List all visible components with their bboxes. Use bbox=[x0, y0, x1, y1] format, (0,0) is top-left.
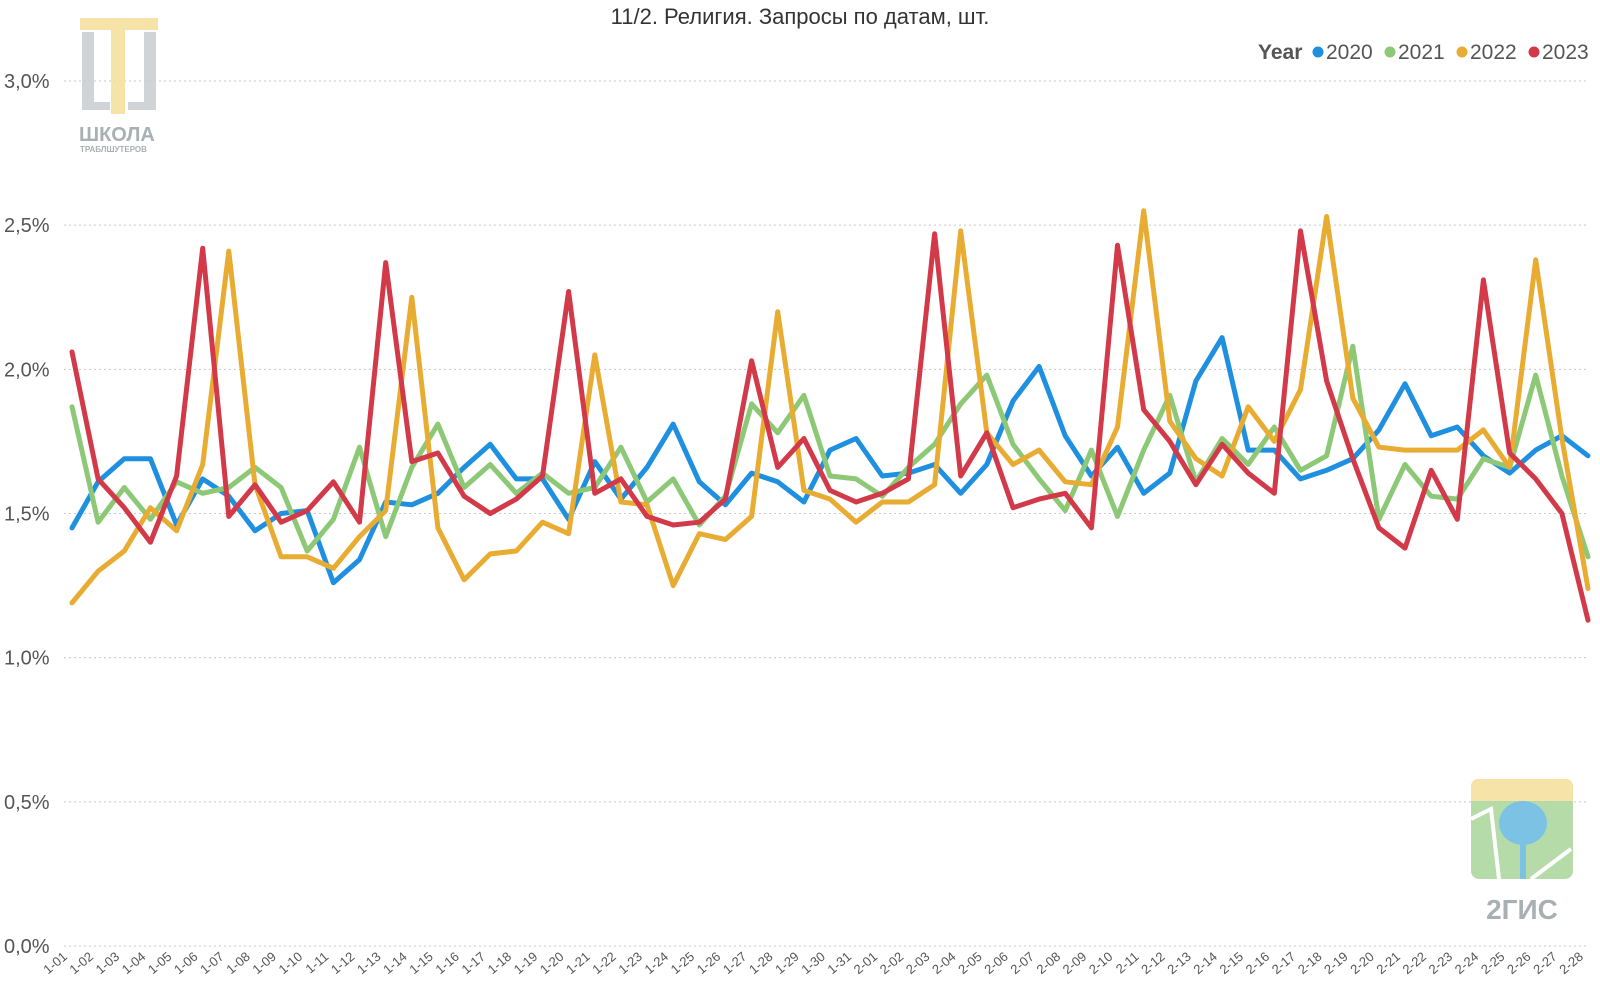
x-tick-label: 1-25 bbox=[668, 949, 698, 977]
y-tick-label: 1,0% bbox=[4, 648, 50, 670]
x-tick-label: 2-06 bbox=[981, 949, 1011, 977]
x-tick-label: 1-11 bbox=[302, 949, 331, 977]
x-tick-label: 2-15 bbox=[1217, 949, 1247, 977]
x-tick-label: 1-17 bbox=[459, 949, 489, 977]
x-tick-label: 2-01 bbox=[851, 949, 881, 977]
x-tick-label: 1-18 bbox=[485, 949, 515, 977]
x-tick-label: 2-20 bbox=[1347, 949, 1377, 977]
x-tick-label: 1-13 bbox=[354, 949, 384, 977]
x-tick-label: 1-02 bbox=[66, 949, 96, 977]
x-tick-label: 1-31 bbox=[824, 949, 854, 977]
school-logo-subtitle: ТРАБЛШУТЕРОВ bbox=[80, 145, 147, 154]
x-tick-label: 1-15 bbox=[406, 949, 436, 977]
x-tick-label: 1-20 bbox=[537, 949, 567, 977]
series-line-2020 bbox=[69, 335, 1591, 586]
x-tick-label: 1-04 bbox=[119, 949, 149, 977]
series-line-2022 bbox=[69, 208, 1591, 606]
x-tick-label: 1-22 bbox=[589, 949, 619, 977]
x-tick-label: 1-30 bbox=[798, 949, 828, 977]
x-tick-label: 1-19 bbox=[511, 949, 541, 977]
x-tick-label: 2-05 bbox=[955, 949, 985, 977]
legend-title: Year bbox=[1258, 41, 1302, 64]
legend-marker-2022 bbox=[1456, 46, 1468, 58]
x-tick-label: 2-14 bbox=[1190, 949, 1220, 977]
x-tick-label: 1-21 bbox=[563, 949, 593, 977]
x-tick-label: 2-13 bbox=[1164, 949, 1194, 977]
x-tick-label: 1-07 bbox=[197, 949, 227, 977]
x-tick-label: 1-29 bbox=[772, 949, 802, 977]
x-tick-label: 1-14 bbox=[380, 949, 410, 977]
x-tick-label: 2-02 bbox=[877, 949, 907, 977]
y-tick-label: 0,0% bbox=[4, 936, 50, 958]
x-tick-label: 1-03 bbox=[93, 949, 123, 977]
x-tick-label: 1-28 bbox=[746, 949, 776, 977]
x-tick-label: 1-08 bbox=[223, 949, 253, 977]
y-tick-label: 3,0% bbox=[4, 71, 50, 93]
y-tick-label: 0,5% bbox=[4, 792, 50, 814]
x-tick-label: 2-19 bbox=[1321, 949, 1351, 977]
x-tick-label: 2-22 bbox=[1400, 949, 1430, 977]
legend-label-2023: 2023 bbox=[1542, 41, 1589, 64]
x-tick-label: 1-06 bbox=[171, 949, 201, 977]
legend: Year 2020 2021 2022 2023 bbox=[1258, 41, 1589, 64]
x-tick-label: 1-24 bbox=[642, 949, 672, 977]
x-tick-label: 1-23 bbox=[615, 949, 645, 977]
x-tick-label: 2-25 bbox=[1478, 949, 1508, 977]
legend-label-2022: 2022 bbox=[1470, 41, 1517, 64]
chart-title: 11/2. Религия. Запросы по датам, шт. bbox=[611, 4, 990, 29]
x-tick-label: 1-05 bbox=[145, 949, 175, 977]
series-line-2021 bbox=[69, 343, 1591, 560]
y-tick-label: 2,0% bbox=[4, 359, 50, 381]
x-tick-label: 2-08 bbox=[1034, 949, 1064, 977]
2gis-logo: 2ГИС bbox=[1470, 779, 1573, 925]
x-tick-label: 2-27 bbox=[1530, 949, 1560, 977]
legend-label-2020: 2020 bbox=[1326, 41, 1373, 64]
school-logo-name: ШКОЛА bbox=[79, 124, 155, 146]
y-tick-label: 1,5% bbox=[4, 504, 50, 526]
x-tick-label: 1-09 bbox=[249, 949, 279, 977]
legend-label-2021: 2021 bbox=[1398, 41, 1445, 64]
x-tick-label: 2-10 bbox=[1086, 949, 1116, 977]
x-tick-label: 2-16 bbox=[1243, 949, 1273, 977]
legend-marker-2023 bbox=[1528, 46, 1540, 58]
y-tick-label: 2,5% bbox=[4, 215, 50, 237]
x-tick-label: 2-07 bbox=[1007, 949, 1037, 977]
x-tick-label: 2-26 bbox=[1504, 949, 1534, 977]
x-tick-label: 2-18 bbox=[1295, 949, 1325, 977]
series-line-2023 bbox=[69, 228, 1591, 623]
x-tick-label: 2-17 bbox=[1269, 949, 1299, 977]
x-tick-label: 2-12 bbox=[1138, 949, 1168, 977]
x-tick-label: 1-10 bbox=[276, 949, 306, 977]
x-tick-label: 1-12 bbox=[328, 949, 358, 977]
school-logo: ШКОЛА ТРАБЛШУТЕРОВ bbox=[79, 18, 158, 154]
legend-marker-2020 bbox=[1312, 46, 1324, 58]
x-tick-label: 2-28 bbox=[1556, 949, 1586, 977]
x-tick-label: 1-26 bbox=[694, 949, 724, 977]
x-tick-label: 2-21 bbox=[1373, 949, 1403, 977]
x-tick-label: 2-09 bbox=[1060, 949, 1090, 977]
2gis-logo-name: 2ГИС bbox=[1486, 894, 1558, 925]
x-axis: 1-011-021-031-041-051-061-071-081-091-10… bbox=[40, 949, 1586, 977]
gridlines bbox=[64, 80, 1588, 947]
x-tick-label: 2-23 bbox=[1426, 949, 1456, 977]
x-tick-label: 1-27 bbox=[720, 949, 750, 977]
y-axis: 0,0% 0,5% 1,0% 1,5% 2,0% 2,5% 3,0% bbox=[4, 71, 50, 958]
series-lines bbox=[69, 208, 1591, 623]
x-tick-label: 2-04 bbox=[929, 949, 959, 977]
x-tick-label: 1-16 bbox=[432, 949, 462, 977]
x-tick-label: 2-11 bbox=[1113, 949, 1142, 977]
x-tick-label: 2-24 bbox=[1452, 949, 1482, 977]
legend-marker-2021 bbox=[1384, 46, 1396, 58]
x-tick-label: 2-03 bbox=[903, 949, 933, 977]
